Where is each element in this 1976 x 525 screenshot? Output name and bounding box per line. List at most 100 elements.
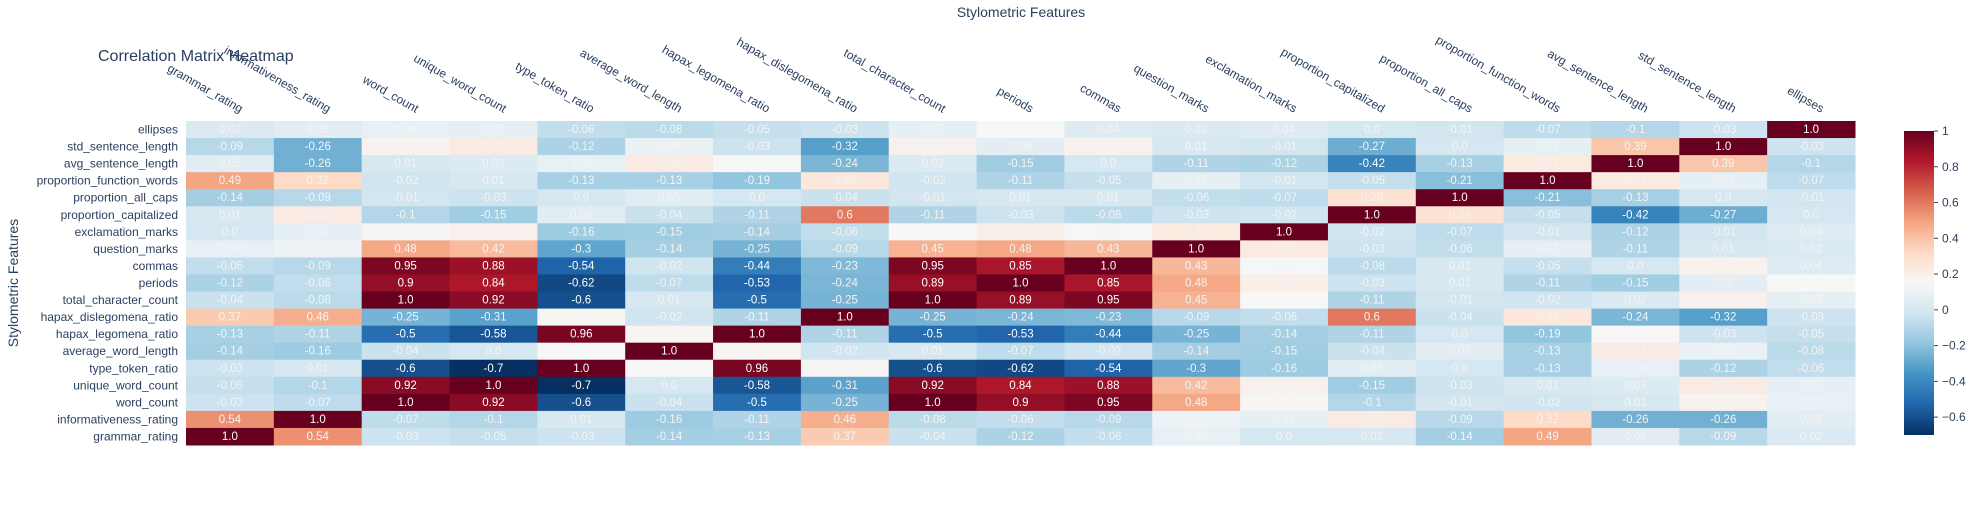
cell-value-label: 0.0	[1452, 141, 1468, 153]
heatmap-cell	[273, 172, 363, 190]
heatmap-cell	[186, 172, 275, 190]
x-tick-label: word_count	[360, 72, 422, 116]
heatmap-cell	[1240, 172, 1329, 190]
heatmap-cell	[888, 376, 978, 395]
cell-value-label: -0.01	[1271, 175, 1297, 187]
cell-value-label: 0.0	[1452, 329, 1468, 341]
y-tick-label: hapax_dislegomena_ratio	[41, 310, 179, 324]
heatmap-cell	[1240, 189, 1329, 207]
cell-value-label: -0.02	[1534, 295, 1560, 307]
heatmap-cell	[625, 155, 714, 173]
heatmap-cell	[273, 223, 363, 241]
cell-value-label: -0.08	[1798, 346, 1824, 358]
cell-value-label: -0.01	[1447, 295, 1473, 307]
heatmap-cell	[625, 223, 714, 241]
heatmap-cell	[1591, 376, 1680, 395]
heatmap-cell	[800, 376, 890, 395]
heatmap-cell	[1152, 121, 1241, 139]
cell-value-label: 0.48	[394, 243, 416, 255]
cell-value-label: 0.05	[1449, 346, 1471, 358]
cell-value-label: -0.04	[392, 346, 419, 358]
cell-value-label: -0.06	[305, 278, 331, 290]
cell-value-label: -0.02	[1534, 397, 1560, 409]
heatmap-cell	[800, 121, 890, 139]
cell-value-label: 0.1	[1188, 414, 1204, 426]
cell-value-label: 0.18	[394, 141, 416, 153]
heatmap-cell	[361, 206, 451, 224]
heatmap-cell	[1415, 172, 1505, 190]
heatmap-cell	[1327, 342, 1417, 361]
heatmap-cell	[449, 240, 538, 258]
cell-value-label: -0.11	[1359, 329, 1384, 341]
heatmap-cell-labels: 0.02 0.05 0.08 0.07 -0.06 -0.08 -0.05 -0.03 0.07…	[217, 124, 1824, 443]
heatmap-cell	[273, 427, 363, 446]
cell-value-label: -0.14	[217, 192, 244, 204]
cell-value-label: 0.15	[1273, 295, 1295, 307]
cell-value-label: -0.03	[392, 431, 418, 443]
heatmap-cell	[1152, 274, 1241, 293]
heatmap-cell	[625, 291, 714, 310]
cell-value-label: 0.49	[1536, 431, 1558, 443]
x-tick-label: commas	[1078, 81, 1124, 116]
heatmap-cell	[713, 325, 802, 344]
heatmap-cell	[1064, 410, 1153, 429]
heatmap-cell	[888, 172, 978, 190]
cell-value-label: 0.22	[1624, 346, 1646, 358]
heatmap-cell	[1767, 308, 1856, 327]
cell-value-label: -0.42	[1622, 209, 1648, 221]
cell-value-label: -0.06	[568, 124, 594, 136]
heatmap-cell	[713, 240, 802, 258]
cell-value-label: -0.5	[396, 329, 416, 341]
heatmap-cell	[186, 376, 275, 395]
cell-value-label: -0.54	[1095, 363, 1122, 375]
cell-value-label: 1.0	[1627, 158, 1643, 170]
cell-value-label: -0.09	[1447, 414, 1473, 426]
cell-value-label: 1.0	[1188, 243, 1204, 255]
cell-value-label: 0.48	[1185, 278, 1207, 290]
cell-value-label: -0.24	[1622, 312, 1649, 324]
cell-value-label: 0.88	[1097, 380, 1119, 392]
heatmap-cell	[1327, 206, 1417, 224]
cell-value-label: -0.19	[744, 175, 770, 187]
cell-value-label: 0.92	[921, 380, 943, 392]
heatmap-cell	[186, 155, 275, 173]
heatmap-cell	[1679, 393, 1768, 412]
cell-value-label: 0.39	[1712, 158, 1734, 170]
cell-value-label: 1.0	[485, 380, 501, 392]
cell-value-label: 0.37	[219, 312, 241, 324]
cell-value-label: -0.06	[1271, 312, 1297, 324]
heatmap-cell	[625, 342, 714, 361]
cell-value-label: -0.04	[1447, 312, 1474, 324]
cell-value-label: -0.08	[305, 295, 331, 307]
heatmap-cell	[361, 240, 451, 258]
heatmap-cell	[976, 308, 1065, 327]
cell-value-label: -0.26	[305, 158, 331, 170]
heatmap-cell	[537, 325, 626, 344]
heatmap-cell	[800, 308, 890, 327]
cell-value-label: -0.14	[1271, 329, 1298, 341]
heatmap-cell	[1415, 359, 1505, 378]
cell-value-label: -0.03	[1798, 312, 1824, 324]
y-tick-label: informativeness_rating	[57, 412, 178, 426]
cell-value-label: -0.12	[1710, 363, 1736, 375]
cell-value-label: 0.0	[1803, 209, 1819, 221]
cell-value-label: 0.95	[1097, 397, 1119, 409]
heatmap-cell	[888, 257, 978, 275]
heatmap-cell	[537, 155, 626, 173]
heatmap-cell	[625, 138, 714, 156]
cell-value-label: 0.89	[921, 278, 943, 290]
cell-value-label: 0.18	[1097, 141, 1119, 153]
y-tick-label: type_token_ratio	[89, 361, 178, 375]
cell-value-label: 0.05	[1624, 431, 1646, 443]
heatmap-cell	[273, 376, 363, 395]
heatmap-cell	[1064, 393, 1153, 412]
heatmap-cell	[1591, 240, 1680, 258]
cell-value-label: -0.07	[392, 414, 418, 426]
cell-value-label: 0.03	[1624, 380, 1646, 392]
cell-value-label: -0.1	[484, 414, 504, 426]
cell-value-label: -0.08	[656, 124, 682, 136]
cell-value-label: -0.24	[832, 278, 859, 290]
heatmap-cell	[361, 274, 451, 293]
cell-value-label: 0.89	[1009, 295, 1031, 307]
